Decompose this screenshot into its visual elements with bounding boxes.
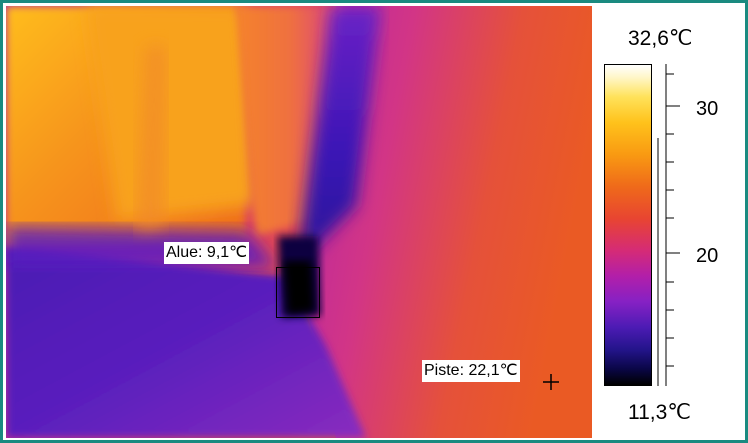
area-measurement-label: Alue: 9,1℃ (164, 242, 250, 264)
spot-measurement-label: Piste: 22,1℃ (422, 360, 520, 382)
scale-axis (657, 64, 680, 386)
scale-tick-label: 20 (696, 245, 719, 267)
color-scale-bar (604, 64, 652, 386)
crosshair-icon[interactable] (542, 373, 560, 391)
scale-min-label: 11,3℃ (628, 401, 691, 424)
scale-max-label: 32,6℃ (628, 27, 693, 50)
thermal-image: Alue: 9,1℃ Piste: 22,1℃ (6, 6, 592, 438)
area-measurement-box[interactable] (276, 267, 320, 318)
scale-tick-label: 30 (696, 98, 719, 120)
